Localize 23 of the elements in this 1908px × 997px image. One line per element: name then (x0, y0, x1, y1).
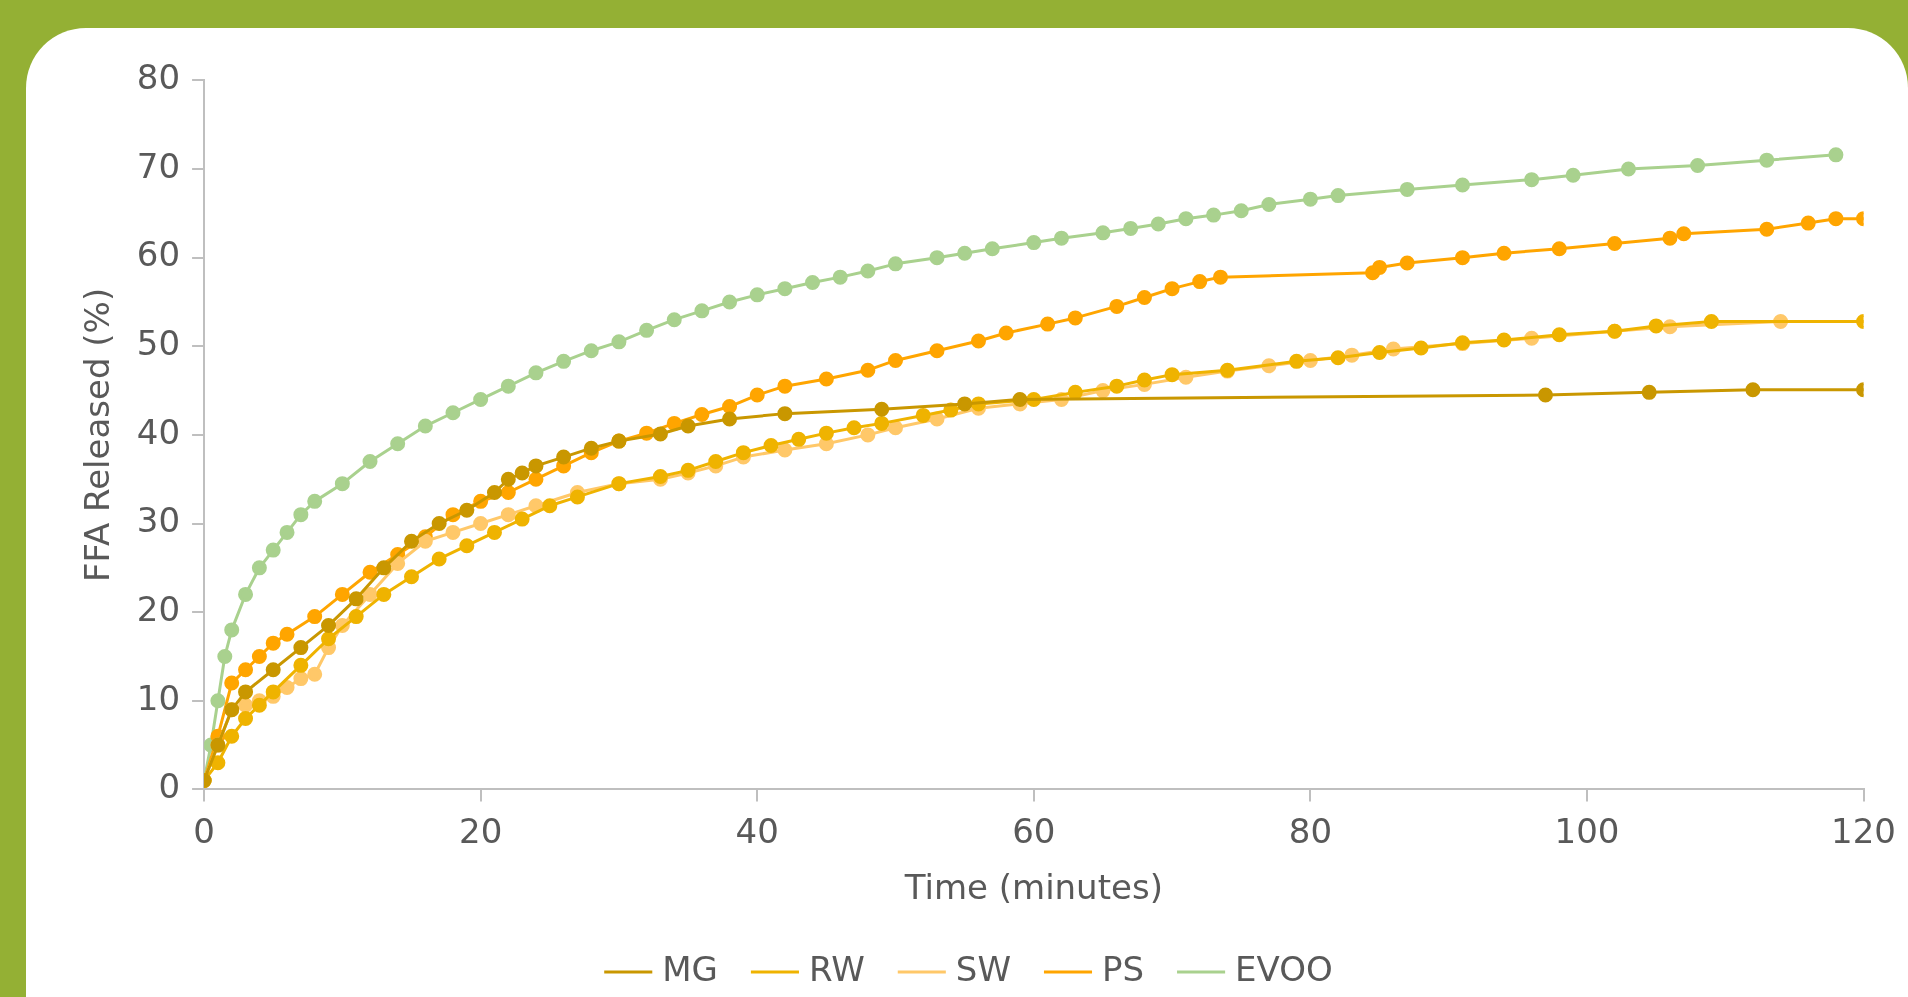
x-tick-label: 100 (1554, 810, 1620, 851)
x-tick-label: 80 (1288, 810, 1333, 851)
legend-label: SW (955, 948, 1011, 989)
y-tick-label: 0 (158, 766, 181, 807)
x-tick-label: 0 (193, 810, 215, 851)
y-tick-label: 30 (136, 500, 181, 541)
x-axis-title: Time (minutes) (903, 867, 1163, 908)
x-tick-label: 20 (459, 810, 503, 851)
y-tick-label: 10 (136, 677, 181, 718)
y-tick-label: 50 (136, 323, 181, 364)
legend-label: PS (1102, 948, 1145, 989)
x-tick-label: 40 (735, 810, 779, 851)
x-tick-label: 120 (1831, 810, 1897, 851)
y-tick-label: 80 (136, 57, 181, 98)
x-tick-label: 60 (1012, 810, 1056, 851)
y-tick-label: 40 (136, 411, 181, 452)
legend-label: RW (808, 948, 865, 989)
legend-label: EVOO (1235, 948, 1333, 989)
y-tick-label: 60 (136, 234, 181, 275)
y-tick-label: 70 (136, 145, 181, 186)
y-axis-title: FFA Released (%) (77, 287, 118, 582)
y-tick-label: 20 (136, 588, 181, 629)
legend-label: MG (662, 948, 718, 989)
